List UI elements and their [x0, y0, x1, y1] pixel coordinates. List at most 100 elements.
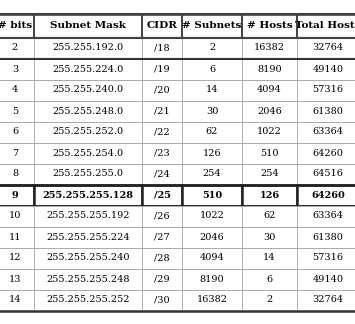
Bar [0, 269, 34, 290]
Text: 255.255.254.0: 255.255.254.0 [53, 148, 124, 157]
Text: 126: 126 [260, 191, 280, 200]
Text: 10: 10 [9, 212, 21, 221]
Text: 14: 14 [263, 253, 276, 262]
Bar [0, 14, 355, 38]
Bar [297, 14, 355, 38]
Bar [142, 100, 182, 122]
Bar [0, 38, 355, 59]
Text: /24: /24 [154, 169, 170, 179]
Text: 255.255.255.224: 255.255.255.224 [46, 233, 130, 241]
Bar [0, 205, 355, 226]
Bar [34, 248, 142, 269]
Bar [182, 205, 242, 226]
Bar [242, 248, 297, 269]
Text: 63364: 63364 [312, 128, 344, 136]
Bar [242, 164, 297, 184]
Text: 62: 62 [263, 212, 276, 221]
Bar [242, 143, 297, 164]
Text: 5: 5 [12, 107, 18, 115]
Text: /18: /18 [154, 43, 170, 52]
Text: 6: 6 [209, 64, 215, 74]
Text: 4: 4 [12, 86, 18, 95]
Bar [297, 205, 355, 226]
Text: 8: 8 [12, 169, 18, 179]
Text: 16382: 16382 [254, 43, 285, 52]
Bar [142, 122, 182, 143]
Bar [0, 122, 34, 143]
Text: 62: 62 [206, 128, 218, 136]
Bar [34, 143, 142, 164]
Text: 61380: 61380 [312, 233, 343, 241]
Bar [182, 79, 242, 100]
Bar [0, 14, 34, 38]
Text: 64260: 64260 [312, 148, 343, 157]
Bar [242, 226, 297, 248]
Bar [0, 226, 355, 248]
Text: 30: 30 [206, 107, 218, 115]
Text: 7: 7 [12, 148, 18, 157]
Text: 16382: 16382 [197, 295, 228, 305]
Bar [34, 14, 142, 38]
Bar [0, 143, 355, 164]
Text: 1022: 1022 [200, 212, 224, 221]
Bar [297, 100, 355, 122]
Bar [142, 79, 182, 100]
Bar [0, 59, 355, 79]
Text: /25: /25 [153, 191, 170, 200]
Text: /29: /29 [154, 274, 170, 284]
Bar [297, 59, 355, 79]
Text: 32764: 32764 [312, 43, 344, 52]
Text: 8190: 8190 [257, 64, 282, 74]
Bar [142, 269, 182, 290]
Bar [34, 59, 142, 79]
Text: 6: 6 [267, 274, 273, 284]
Bar [297, 184, 355, 205]
Bar [34, 164, 142, 184]
Text: 14: 14 [206, 86, 218, 95]
Bar [242, 59, 297, 79]
Text: CIDR: CIDR [147, 21, 178, 30]
Bar [182, 184, 242, 205]
Text: 255.255.255.248: 255.255.255.248 [46, 274, 130, 284]
Text: 255.255.255.192: 255.255.255.192 [46, 212, 130, 221]
Bar [182, 100, 242, 122]
Text: 64516: 64516 [312, 169, 343, 179]
Text: 6: 6 [12, 128, 18, 136]
Text: 8190: 8190 [200, 274, 224, 284]
Text: 1022: 1022 [257, 128, 282, 136]
Text: 63364: 63364 [312, 212, 344, 221]
Bar [142, 14, 182, 38]
Bar [182, 290, 242, 310]
Text: 255.255.252.0: 255.255.252.0 [53, 128, 124, 136]
Text: 255.255.255.252: 255.255.255.252 [46, 295, 130, 305]
Bar [182, 226, 242, 248]
Text: 510: 510 [260, 148, 279, 157]
Text: 64260: 64260 [311, 191, 345, 200]
Bar [0, 164, 34, 184]
Bar [242, 290, 297, 310]
Text: 2: 2 [12, 43, 18, 52]
Text: 49140: 49140 [312, 274, 344, 284]
Bar [0, 248, 355, 269]
Bar [142, 143, 182, 164]
Text: 13: 13 [9, 274, 21, 284]
Text: 14: 14 [9, 295, 21, 305]
Text: /20: /20 [154, 86, 170, 95]
Bar [0, 38, 34, 59]
Text: 57316: 57316 [312, 253, 344, 262]
Text: 2046: 2046 [200, 233, 224, 241]
Bar [0, 226, 34, 248]
Text: /28: /28 [154, 253, 170, 262]
Bar [34, 122, 142, 143]
Bar [142, 205, 182, 226]
Bar [0, 59, 34, 79]
Bar [242, 184, 297, 205]
Bar [0, 248, 34, 269]
Bar [142, 226, 182, 248]
Bar [242, 205, 297, 226]
Bar [142, 38, 182, 59]
Text: /19: /19 [154, 64, 170, 74]
Bar [0, 269, 355, 290]
Text: # bits: # bits [0, 21, 32, 30]
Text: 2: 2 [266, 295, 273, 305]
